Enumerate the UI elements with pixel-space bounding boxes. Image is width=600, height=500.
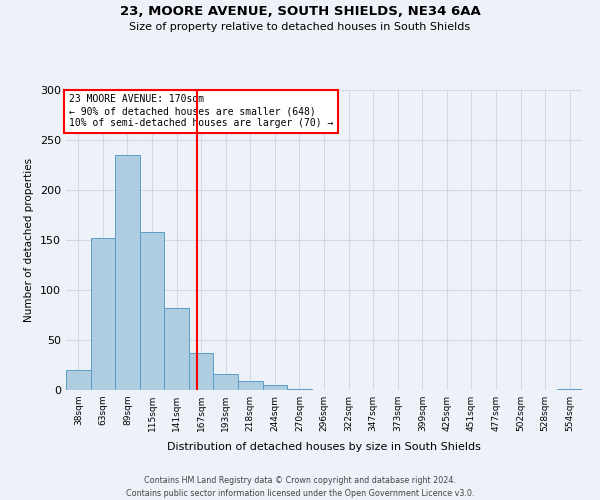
Text: 23 MOORE AVENUE: 170sqm
← 90% of detached houses are smaller (648)
10% of semi-d: 23 MOORE AVENUE: 170sqm ← 90% of detache… [68, 94, 333, 128]
Text: Distribution of detached houses by size in South Shields: Distribution of detached houses by size … [167, 442, 481, 452]
Y-axis label: Number of detached properties: Number of detached properties [25, 158, 34, 322]
Bar [140, 232, 164, 390]
Text: 23, MOORE AVENUE, SOUTH SHIELDS, NE34 6AA: 23, MOORE AVENUE, SOUTH SHIELDS, NE34 6A… [119, 5, 481, 18]
Bar [189, 353, 214, 390]
Bar [287, 389, 312, 390]
Bar [263, 385, 287, 390]
Bar [91, 238, 115, 390]
Bar [115, 155, 140, 390]
Bar [557, 389, 582, 390]
Text: Size of property relative to detached houses in South Shields: Size of property relative to detached ho… [130, 22, 470, 32]
Text: Contains HM Land Registry data © Crown copyright and database right 2024.
Contai: Contains HM Land Registry data © Crown c… [126, 476, 474, 498]
Bar [164, 308, 189, 390]
Bar [66, 370, 91, 390]
Bar [214, 374, 238, 390]
Bar [238, 381, 263, 390]
